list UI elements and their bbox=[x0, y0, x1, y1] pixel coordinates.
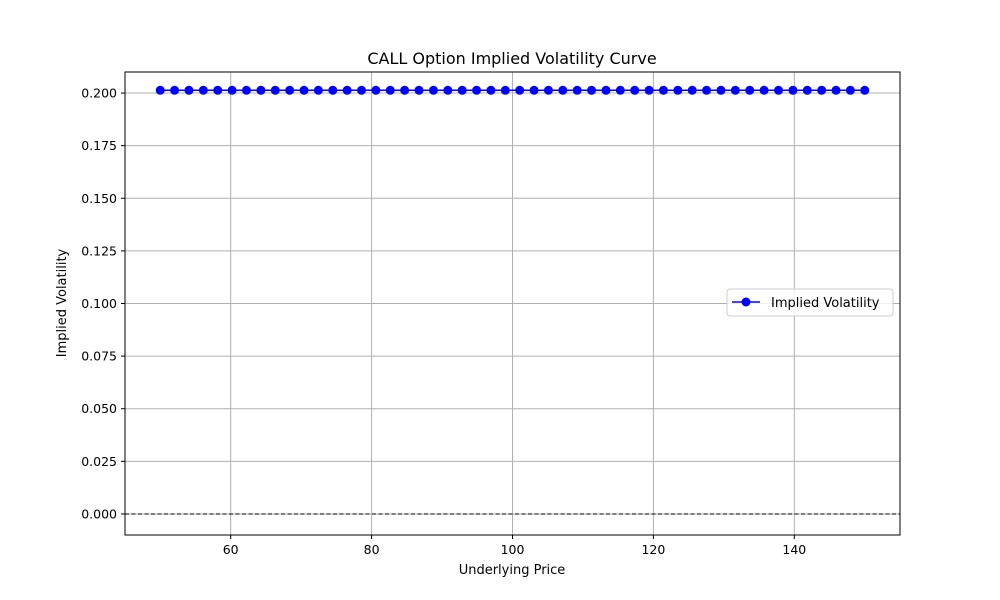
data-point bbox=[658, 85, 668, 95]
data-point bbox=[342, 85, 352, 95]
legend-entry-label: Implied Volatility bbox=[771, 296, 880, 311]
data-point bbox=[385, 85, 395, 95]
x-axis-label: Underlying Price bbox=[459, 563, 566, 578]
data-point bbox=[644, 85, 654, 95]
data-point bbox=[673, 85, 683, 95]
data-point bbox=[299, 85, 309, 95]
data-point bbox=[860, 85, 870, 95]
x-tick-label: 60 bbox=[223, 542, 239, 557]
data-point bbox=[759, 85, 769, 95]
y-axis-ticks: 0.000 0.025 0.050 0.075 0.100 0.125 0.150 0.175… bbox=[81, 86, 125, 521]
data-point bbox=[543, 85, 553, 95]
data-point bbox=[256, 85, 266, 95]
data-point bbox=[615, 85, 625, 95]
y-tick-label: 0.075 bbox=[81, 349, 117, 364]
data-point bbox=[313, 85, 323, 95]
legend: Implied Volatility bbox=[726, 288, 894, 317]
data-point bbox=[774, 85, 784, 95]
data-point bbox=[184, 85, 194, 95]
y-tick-label: 0.000 bbox=[81, 506, 117, 521]
x-tick-label: 100 bbox=[501, 542, 525, 557]
data-point bbox=[558, 85, 568, 95]
data-point bbox=[515, 85, 525, 95]
data-point bbox=[601, 85, 611, 95]
data-point bbox=[802, 85, 812, 95]
data-point bbox=[213, 85, 223, 95]
data-point bbox=[817, 85, 827, 95]
data-point bbox=[227, 85, 237, 95]
data-point bbox=[198, 85, 208, 95]
data-point bbox=[155, 85, 165, 95]
data-point bbox=[745, 85, 755, 95]
data-point bbox=[357, 85, 367, 95]
data-point bbox=[443, 85, 453, 95]
y-tick-label: 0.175 bbox=[81, 138, 117, 153]
chart-title: CALL Option Implied Volatility Curve bbox=[367, 49, 656, 68]
y-tick-label: 0.050 bbox=[81, 401, 117, 416]
y-tick-label: 0.150 bbox=[81, 191, 117, 206]
x-axis-ticks: 60 80 100 120 140 bbox=[223, 535, 806, 557]
y-tick-label: 0.100 bbox=[81, 296, 117, 311]
data-point bbox=[845, 85, 855, 95]
data-point bbox=[371, 85, 381, 95]
data-point bbox=[831, 85, 841, 95]
y-axis-label: Implied Volatility bbox=[55, 248, 70, 357]
x-tick-label: 140 bbox=[782, 542, 806, 557]
y-tick-label: 0.025 bbox=[81, 454, 117, 469]
data-point bbox=[328, 85, 338, 95]
data-point bbox=[716, 85, 726, 95]
data-point bbox=[702, 85, 712, 95]
x-tick-label: 80 bbox=[364, 542, 380, 557]
data-point bbox=[472, 85, 482, 95]
data-point bbox=[170, 85, 180, 95]
data-point bbox=[572, 85, 582, 95]
x-tick-label: 120 bbox=[641, 542, 665, 557]
legend-box bbox=[726, 288, 894, 317]
data-point bbox=[630, 85, 640, 95]
data-point bbox=[285, 85, 295, 95]
legend-marker-swatch bbox=[741, 297, 751, 307]
data-point bbox=[241, 85, 251, 95]
data-point bbox=[500, 85, 510, 95]
y-tick-label: 0.125 bbox=[81, 243, 117, 258]
data-point bbox=[587, 85, 597, 95]
data-point bbox=[414, 85, 424, 95]
data-point bbox=[400, 85, 410, 95]
data-point bbox=[730, 85, 740, 95]
data-point bbox=[270, 85, 280, 95]
y-tick-label: 0.200 bbox=[81, 86, 117, 101]
data-point bbox=[529, 85, 539, 95]
data-point bbox=[687, 85, 697, 95]
data-point bbox=[428, 85, 438, 95]
series-layer bbox=[155, 85, 870, 95]
data-point bbox=[788, 85, 798, 95]
data-point bbox=[486, 85, 496, 95]
data-point bbox=[457, 85, 467, 95]
